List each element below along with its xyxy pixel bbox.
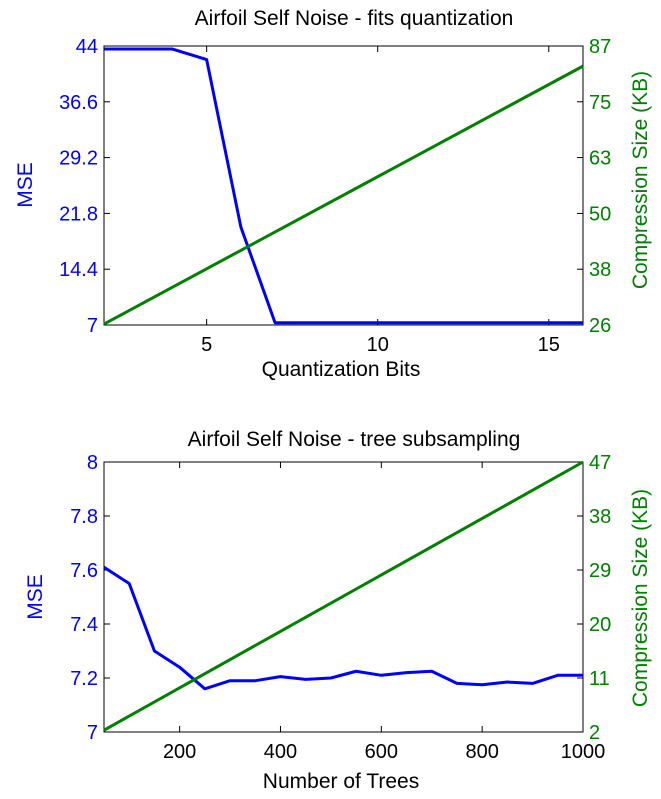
left-tick-label: 7.6 [70, 560, 98, 582]
left-tick-label: 29.2 [59, 148, 98, 170]
tick-marks [104, 46, 583, 325]
right-tick-label: 38 [589, 259, 611, 281]
series-lines [104, 49, 583, 324]
mse-line [104, 49, 583, 323]
left-axis-label: MSE [14, 162, 37, 208]
left-tick-label: 7.4 [70, 614, 98, 636]
right-tick-label: 50 [589, 203, 611, 225]
left-tick-label: 14.4 [59, 259, 98, 281]
x-tick-label: 200 [163, 741, 196, 763]
chart-title: Airfoil Self Noise - tree subsampling [188, 428, 521, 451]
left-tick-label: 36.6 [59, 92, 98, 114]
left-tick-label: 21.8 [59, 203, 98, 225]
right-tick-label: 20 [589, 614, 611, 636]
right-tick-label: 29 [589, 560, 611, 582]
right-tick-label: 63 [589, 148, 611, 170]
chart-title: Airfoil Self Noise - fits quantization [195, 7, 514, 30]
right-axis-tick-labels: 26 38 50 63 75 87 [589, 36, 611, 337]
x-tick-label: 5 [201, 334, 212, 356]
x-axis-label: Number of Trees [263, 770, 419, 793]
left-axis-tick-labels: 7 14.4 21.8 29.2 36.6 44 [59, 36, 98, 337]
left-tick-label: 7.8 [70, 506, 98, 528]
left-tick-label: 7 [87, 722, 98, 744]
mse-line [104, 567, 583, 689]
right-tick-label: 26 [589, 315, 611, 337]
x-tick-label: 600 [365, 741, 398, 763]
compression-size-line [104, 66, 583, 324]
plot-area-frame [104, 46, 583, 325]
left-tick-label: 7 [87, 315, 98, 337]
x-axis-label: Quantization Bits [262, 358, 421, 381]
x-tick-label: 1000 [561, 741, 606, 763]
x-axis-tick-labels: 5 10 15 [201, 334, 560, 356]
chart-quantization: Airfoil Self Noise - fits quantization 7… [14, 7, 652, 381]
right-tick-label: 38 [589, 506, 611, 528]
right-axis-label: Compression Size (KB) [629, 489, 652, 707]
left-tick-label: 7.2 [70, 668, 98, 690]
left-axis-label: MSE [24, 574, 47, 620]
compression-size-line [104, 462, 583, 730]
x-axis-tick-labels: 200 400 600 800 1000 [163, 741, 605, 763]
right-tick-label: 11 [589, 668, 610, 690]
x-tick-label: 15 [538, 334, 560, 356]
left-axis-tick-labels: 7 7.2 7.4 7.6 7.8 8 [70, 452, 98, 744]
left-tick-label: 8 [87, 452, 98, 474]
x-tick-label: 400 [264, 741, 297, 763]
series-lines [104, 462, 583, 730]
right-tick-label: 47 [589, 452, 611, 474]
right-tick-label: 75 [589, 92, 611, 114]
right-tick-label: 87 [589, 36, 611, 58]
x-tick-label: 10 [367, 334, 389, 356]
x-tick-label: 800 [465, 741, 498, 763]
left-tick-label: 44 [76, 36, 98, 58]
right-axis-label: Compression Size (KB) [629, 71, 652, 289]
chart-tree-subsampling: Airfoil Self Noise - tree subsampling 77… [24, 428, 652, 793]
